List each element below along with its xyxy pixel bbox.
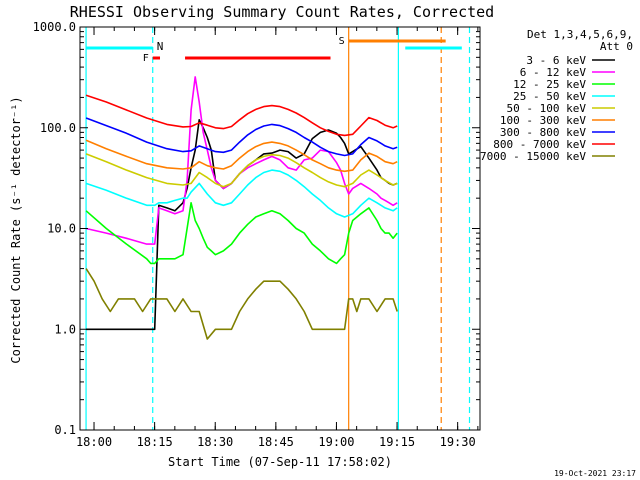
series-line bbox=[85, 76, 398, 245]
y-axis: 0.1 1.0 10.0 100.0 1000.0 bbox=[33, 20, 480, 437]
series-line bbox=[85, 169, 398, 218]
y-tick-label: 100.0 bbox=[40, 121, 76, 135]
legend-label: 50 - 100 keV bbox=[507, 102, 587, 115]
legend-label: 6 - 12 keV bbox=[520, 66, 587, 79]
series-line bbox=[85, 202, 398, 265]
chart-title: RHESSI Observing Summary Count Rates, Co… bbox=[70, 3, 494, 21]
x-tick-label: 18:00 bbox=[76, 435, 112, 449]
legend-label: 12 - 25 keV bbox=[513, 78, 586, 91]
y-tick-label: 10.0 bbox=[47, 222, 76, 236]
series-line bbox=[85, 94, 398, 137]
x-tick-label: 18:15 bbox=[137, 435, 173, 449]
legend-header: Att 0 bbox=[600, 40, 633, 53]
y-tick-label: 1.0 bbox=[54, 322, 76, 336]
x-axis: 18:00 18:15 18:30 18:45 19:00 19:15 19:30 bbox=[76, 27, 479, 449]
x-tick-label: 19:15 bbox=[379, 435, 415, 449]
attenuator-label: N bbox=[157, 40, 164, 53]
x-tick-label: 19:00 bbox=[318, 435, 354, 449]
legend-label: 100 - 300 keV bbox=[500, 114, 586, 127]
timestamp: 19-Oct-2021 23:17 bbox=[554, 469, 636, 478]
x-tick-label: 18:45 bbox=[258, 435, 294, 449]
series-line bbox=[86, 119, 398, 331]
legend-label: 3 - 6 keV bbox=[526, 54, 586, 67]
legend-header: Det 1,3,4,5,6,9, bbox=[527, 28, 633, 41]
series-line bbox=[85, 139, 398, 173]
series-line bbox=[85, 268, 398, 340]
legend-label: 25 - 50 keV bbox=[513, 90, 586, 103]
y-axis-label: Corrected Count Rate (s⁻¹ detector⁻¹) bbox=[9, 96, 23, 363]
legend-label: 300 - 800 keV bbox=[500, 126, 586, 139]
x-axis-label: Start Time (07-Sep-11 17:58:02) bbox=[168, 455, 392, 469]
legend-label: 7000 - 15000 keV bbox=[480, 150, 586, 163]
flag-label: F bbox=[143, 53, 149, 64]
legend-label: 800 - 7000 keV bbox=[493, 138, 586, 151]
plot-area: NF S bbox=[85, 27, 471, 430]
y-tick-label: 0.1 bbox=[54, 423, 76, 437]
x-tick-label: 19:30 bbox=[440, 435, 476, 449]
flag-label: S bbox=[339, 36, 345, 47]
y-tick-label: 1000.0 bbox=[33, 20, 76, 34]
x-tick-label: 18:30 bbox=[197, 435, 233, 449]
series-line bbox=[85, 117, 398, 157]
series-line bbox=[85, 153, 398, 188]
